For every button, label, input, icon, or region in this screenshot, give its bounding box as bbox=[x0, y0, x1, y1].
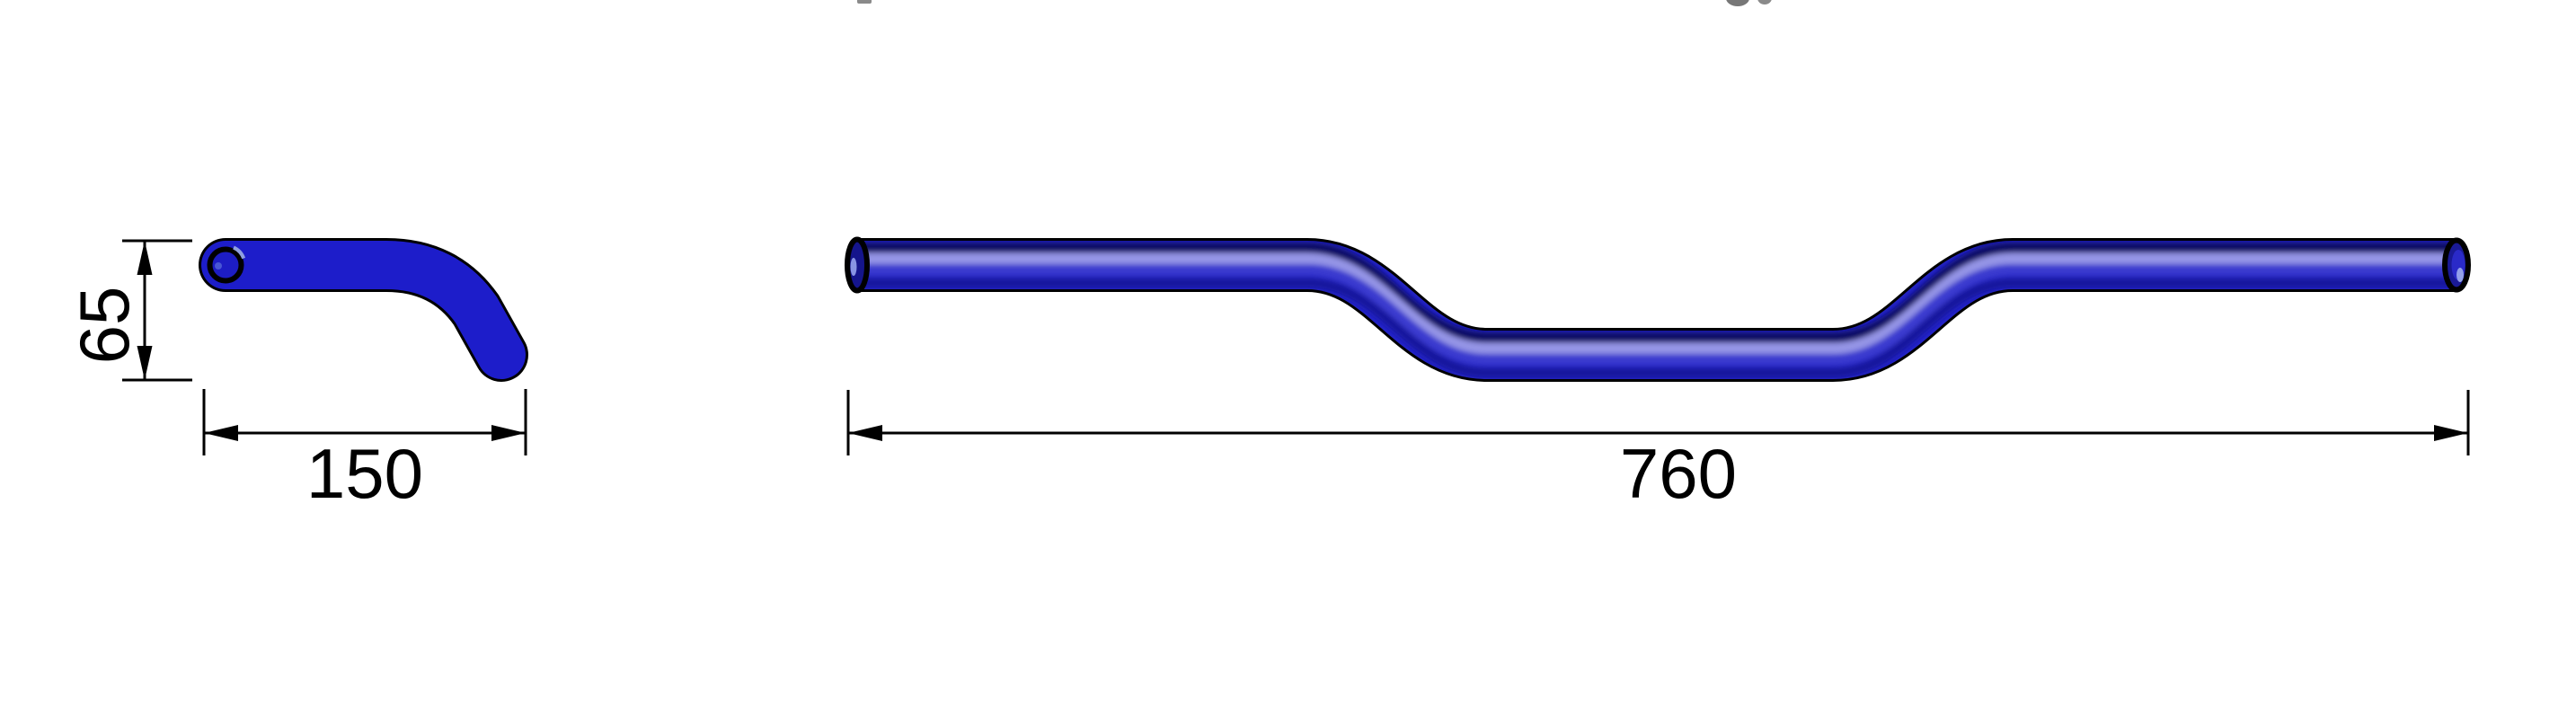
tube-end-highlight bbox=[233, 245, 246, 260]
dim-length-arrow-right bbox=[491, 425, 526, 441]
left-end-highlight bbox=[850, 258, 857, 276]
cropped-text-fragment bbox=[857, 0, 1772, 6]
front-view: 760 bbox=[845, 236, 2471, 513]
dim-height-arrow-up bbox=[137, 241, 153, 275]
tube-hole-highlight bbox=[215, 262, 222, 270]
side-view-tube-body bbox=[226, 265, 501, 355]
dim-height-label: 65 bbox=[65, 287, 144, 365]
dim-width-arrow-right bbox=[2434, 425, 2468, 441]
dim-width-arrow-left bbox=[848, 425, 882, 441]
dim-length-label: 150 bbox=[306, 434, 423, 513]
dim-width-label: 760 bbox=[1620, 434, 1737, 513]
front-view-tube-body bbox=[857, 248, 2456, 373]
side-view: 65 150 bbox=[65, 241, 526, 513]
front-tube-left-end bbox=[845, 236, 870, 294]
front-tube-right-end bbox=[2442, 237, 2471, 293]
dim-length: 150 bbox=[202, 389, 527, 513]
tube-shading bbox=[857, 248, 2456, 373]
right-end-highlight bbox=[2456, 268, 2464, 282]
dim-width: 760 bbox=[846, 390, 2470, 513]
tube-inner-hole bbox=[207, 246, 244, 284]
dim-length-arrow-left bbox=[204, 425, 238, 441]
dim-height-arrow-down bbox=[137, 346, 153, 380]
dim-height: 65 bbox=[65, 239, 192, 382]
tube-open-end bbox=[207, 245, 246, 284]
